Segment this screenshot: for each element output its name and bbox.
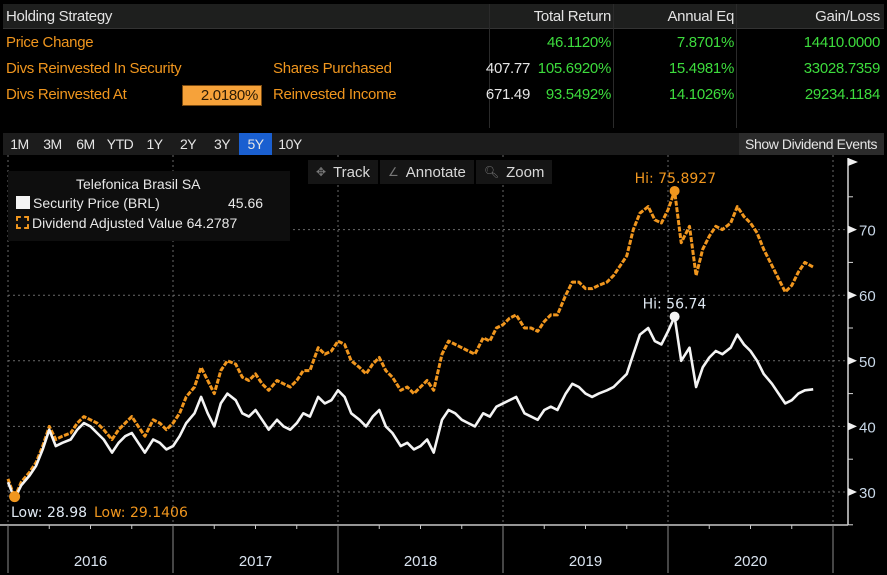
tab-3y[interactable]: 3Y [213,136,231,152]
tab-6m[interactable]: 6M [76,136,95,152]
total-return-value: 46.1120% [546,34,611,51]
tab-1m[interactable]: 1M [10,136,29,152]
gain-loss-value: 33028.7359 [803,60,881,77]
magnifier-icon: 🔍︎ [483,165,500,179]
security-price-line [6,315,814,501]
total-return-value: 93.5492% [545,86,611,103]
crosshair-icon: ✥ [316,165,327,179]
annotate-button[interactable]: ∠ Annotate [380,160,476,184]
annual-eq-value: 14.1026% [668,86,734,103]
y-tick-label: 70 [859,223,876,240]
row-label: Divs Reinvested In Security [6,60,182,77]
chart-legend: Telefonica Brasil SA Security Price (BRL… [8,171,290,241]
white-swatch-icon [16,196,30,209]
series-lines [6,189,814,501]
x-tick-label: 2020 [734,553,767,570]
column-divider [736,4,737,128]
legend-label: Security Price (BRL) [33,195,160,211]
y-axis: 30 40 50 60 70 [847,158,876,526]
grid-lines [7,155,848,525]
low-label-dividend-adjusted: Low: 29.1406 [94,505,188,521]
header-annual-eq[interactable]: Annual Eq [667,8,734,25]
y-tick-marker [848,488,857,496]
hi-marker-dividend-adjusted [669,185,680,196]
annual-eq-value: 7.8701% [676,34,734,51]
reinvested-income-value: 671.49 [485,86,530,103]
y-tick-label: 50 [859,354,876,371]
pencil-line-icon: ∠ [388,165,399,179]
legend-label: Dividend Adjusted Value [32,215,183,231]
zoom-button[interactable]: 🔍︎ Zoom [476,160,555,184]
low-label-security-price: Low: 28.98 [11,505,87,521]
annotate-label: Annotate [405,163,466,181]
hi-label-dividend-adjusted: Hi: 75.8927 [635,171,716,187]
y-tick-label: 30 [859,485,876,502]
show-dividend-events-button[interactable]: Show Dividend Events [739,133,884,155]
x-tick-label: 2017 [239,553,272,570]
header-holding-strategy: Holding Strategy [6,8,113,25]
orange-dashed-swatch-icon [16,216,29,229]
column-divider [489,4,490,128]
shares-purchased-label: Shares Purchased [273,60,392,77]
period-tabs: 1M 3M 6M YTD 1Y 2Y 3Y 5Y 10Y Show Divide… [3,133,884,155]
gain-loss-value: 29234.1184 [804,86,880,103]
axis-top-flag [848,158,858,166]
reinvest-rate-input[interactable]: 2.0180% [182,85,262,106]
hi-label-security-price: Hi: 56.74 [643,297,707,313]
track-label: Track [333,163,371,181]
chart-toolbar: ✥ Track ∠ Annotate 🔍︎ Zoom [308,160,555,184]
tab-5y[interactable]: 5Y [239,133,272,155]
row-label: Price Change [6,34,94,51]
legend-item-dividend-adjusted[interactable]: Dividend Adjusted Value 64.2787 [16,215,237,231]
y-tick-marker [848,225,857,234]
track-button[interactable]: ✥ Track [308,160,381,184]
dividend-adjusted-line [6,189,814,500]
legend-value: 45.66 [228,195,264,211]
table-header: Holding Strategy Total Return Annual Eq … [3,4,884,29]
y-tick-marker [848,422,857,431]
legend-title: Telefonica Brasil SA [76,176,201,192]
column-divider [613,4,614,128]
row-label: Divs Reinvested At [6,86,127,103]
legend-item-security-price[interactable]: Security Price (BRL) 45.66 [16,195,263,211]
hi-low-markers [9,185,680,503]
x-tick-label: 2018 [404,553,437,570]
x-axis: 2016 2017 2018 2019 2020 [0,524,848,573]
header-total-return[interactable]: Total Return [533,8,612,25]
shares-purchased-value: 407.77 [485,60,530,77]
y-tick-marker [848,356,857,365]
header-gain-loss[interactable]: Gain/Loss [815,8,880,25]
reinvested-income-label: Reinvested Income [273,86,397,103]
tab-3m[interactable]: 3M [43,136,62,152]
tab-10y[interactable]: 10Y [278,136,302,152]
low-marker [9,491,21,503]
total-return-value: 105.6920% [537,60,612,77]
tab-2y[interactable]: 2Y [179,136,197,152]
price-chart: 30 40 50 60 70 2016 2017 2018 2019 2020 Hi: 75.8… [0,155,876,573]
y-tick-marker [848,291,857,300]
annual-eq-value: 15.4981% [668,60,734,77]
holding-strategy-table: Holding Strategy Total Return Annual Eq … [3,4,884,128]
tab-ytd[interactable]: YTD [106,136,134,152]
x-tick-label: 2016 [74,553,107,570]
zoom-label: Zoom [506,163,545,181]
legend-value: 64.2787 [186,215,238,231]
gain-loss-value: 14410.0000 [803,34,881,51]
y-tick-label: 60 [859,288,876,305]
hi-marker-security-price [669,311,680,322]
x-tick-label: 2019 [569,553,602,570]
y-tick-label: 40 [859,419,876,436]
tab-1y[interactable]: 1Y [146,136,163,152]
